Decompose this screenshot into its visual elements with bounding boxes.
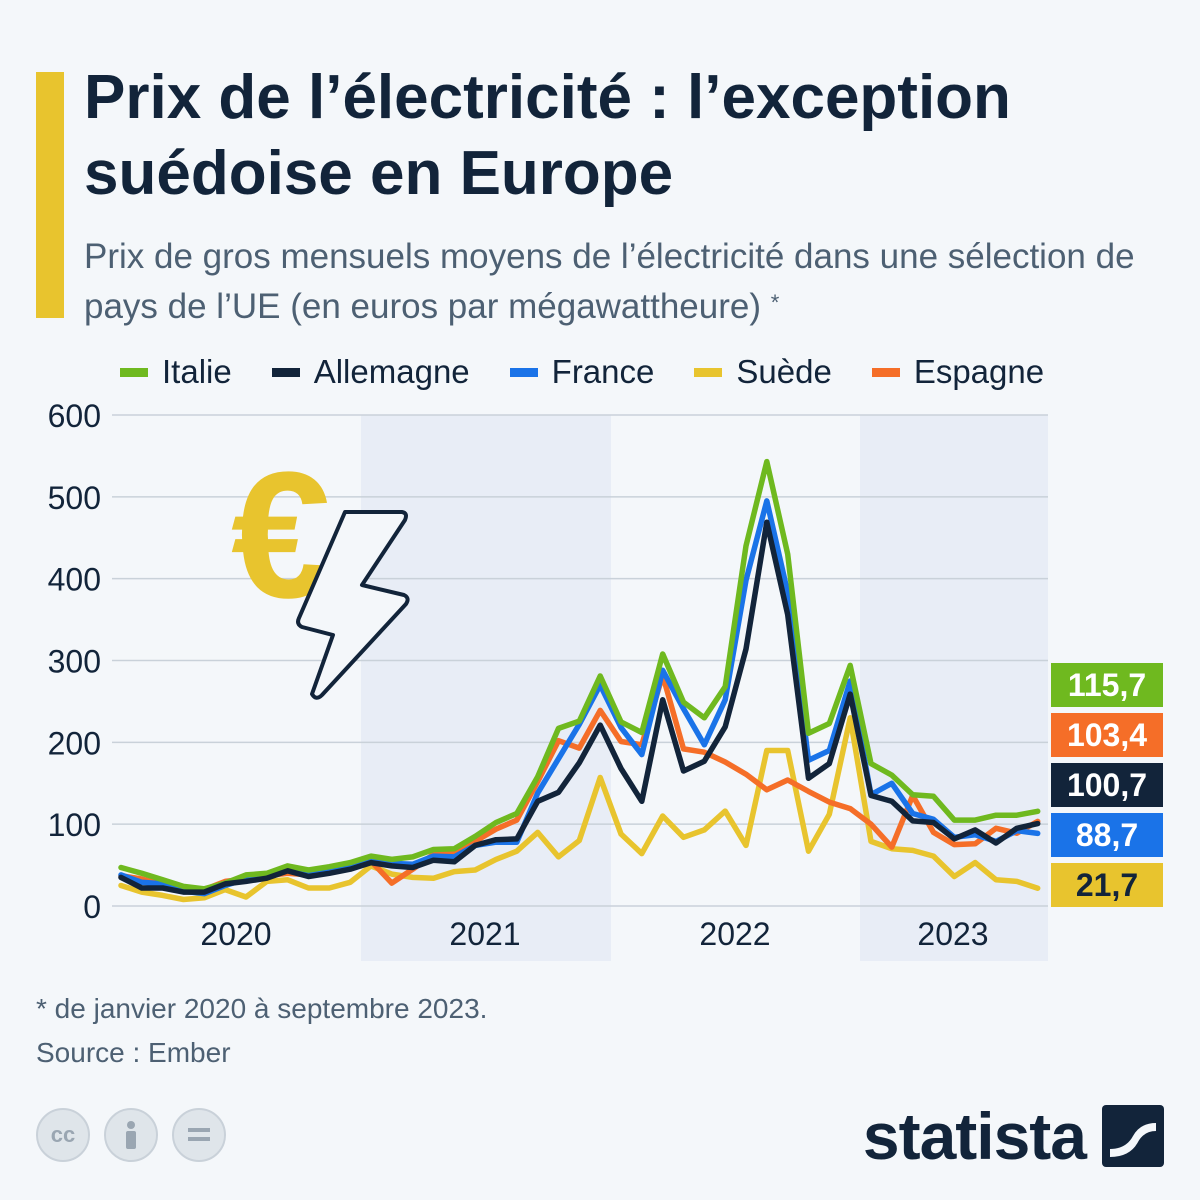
chart-legend: Italie Allemagne France Suède Espagne xyxy=(120,348,1044,396)
end-label-box xyxy=(1051,813,1163,857)
end-label-allemagne: 100,7 xyxy=(1067,767,1147,803)
y-tick-label: 500 xyxy=(48,480,101,516)
legend-item-suède: Suède xyxy=(694,353,832,391)
legend-swatch xyxy=(120,367,148,377)
series-line-italie xyxy=(118,458,1041,892)
chart-subtitle: Prix de gros mensuels moyens de l’électr… xyxy=(84,232,1174,332)
x-axis-tick-labels: 2020 2021 2022 2023 xyxy=(200,916,988,952)
source-note: Source : Ember xyxy=(36,1037,231,1068)
person-icon[interactable] xyxy=(104,1108,158,1162)
y-tick-label: 600 xyxy=(48,400,101,434)
x-tick-label: 2023 xyxy=(917,916,988,952)
legend-item-allemagne: Allemagne xyxy=(271,353,470,391)
accent-bar xyxy=(36,72,64,318)
line-chart: 0 100 200 300 400 500 600 2020 2021 2022 2023 € 1… xyxy=(48,400,1163,961)
footnote: * de janvier 2020 à septembre 2023. xyxy=(36,993,488,1024)
year-band-2023 xyxy=(860,415,1048,961)
end-label-box xyxy=(1051,763,1163,807)
legend-swatch xyxy=(271,367,300,377)
end-label-espagne: 103,4 xyxy=(1067,717,1147,753)
legend-swatch xyxy=(509,367,538,377)
y-tick-label: 400 xyxy=(48,562,101,598)
equals-icon[interactable] xyxy=(172,1108,226,1162)
x-tick-label: 2022 xyxy=(699,916,770,952)
y-tick-label: 300 xyxy=(48,644,101,680)
brand-name: statista xyxy=(862,1099,1087,1173)
statista-brand[interactable]: statista xyxy=(863,1098,1164,1174)
chart-title: Prix de l’électricité : l’exception suéd… xyxy=(84,63,1011,208)
end-label-france: 88,7 xyxy=(1076,817,1138,853)
cc-icon[interactable]: cc xyxy=(36,1108,90,1162)
x-tick-label: 2020 xyxy=(200,916,271,952)
legend-swatch xyxy=(694,367,723,377)
year-bands xyxy=(361,415,1048,961)
series-line-suède xyxy=(118,715,1041,903)
y-tick-label: 0 xyxy=(83,889,101,925)
end-value-labels: 115,7 100,7 88,7 21,7 103,4 xyxy=(1051,663,1163,907)
series-lines xyxy=(118,458,1041,903)
license-icons: cc xyxy=(36,1108,226,1162)
legend-item-espagne: Espagne xyxy=(871,353,1045,391)
y-tick-label: 200 xyxy=(48,725,101,761)
end-label-italie: 115,7 xyxy=(1068,667,1146,703)
legend-swatch xyxy=(871,367,900,377)
year-band-2021 xyxy=(361,415,611,961)
legend-item-italie: Italie xyxy=(120,353,232,391)
end-label-box xyxy=(1051,663,1163,707)
legend-label: Allemagne xyxy=(313,353,470,390)
end-label-box xyxy=(1051,713,1163,757)
x-tick-label: 2021 xyxy=(449,916,520,952)
y-axis-tick-labels: 0 100 200 300 400 500 600 xyxy=(48,400,101,925)
series-line-allemagne xyxy=(118,519,1041,895)
euro-lightning-illustration: € xyxy=(231,435,410,700)
legend-label: Suède xyxy=(736,353,832,390)
lightning-bolt-icon xyxy=(296,510,410,700)
subtitle-footnote-marker: * xyxy=(770,290,780,315)
legend-label: France xyxy=(551,353,655,390)
legend-label: Espagne xyxy=(913,353,1045,390)
legend-label: Italie xyxy=(162,353,232,390)
end-label-box xyxy=(1051,863,1163,907)
statista-logo-icon xyxy=(1102,1105,1164,1167)
y-tick-label: 100 xyxy=(48,807,101,843)
subtitle-text: Prix de gros mensuels moyens de l’électr… xyxy=(84,237,1135,326)
legend-item-france: France xyxy=(509,353,655,391)
end-label-suède: 21,7 xyxy=(1076,867,1138,903)
